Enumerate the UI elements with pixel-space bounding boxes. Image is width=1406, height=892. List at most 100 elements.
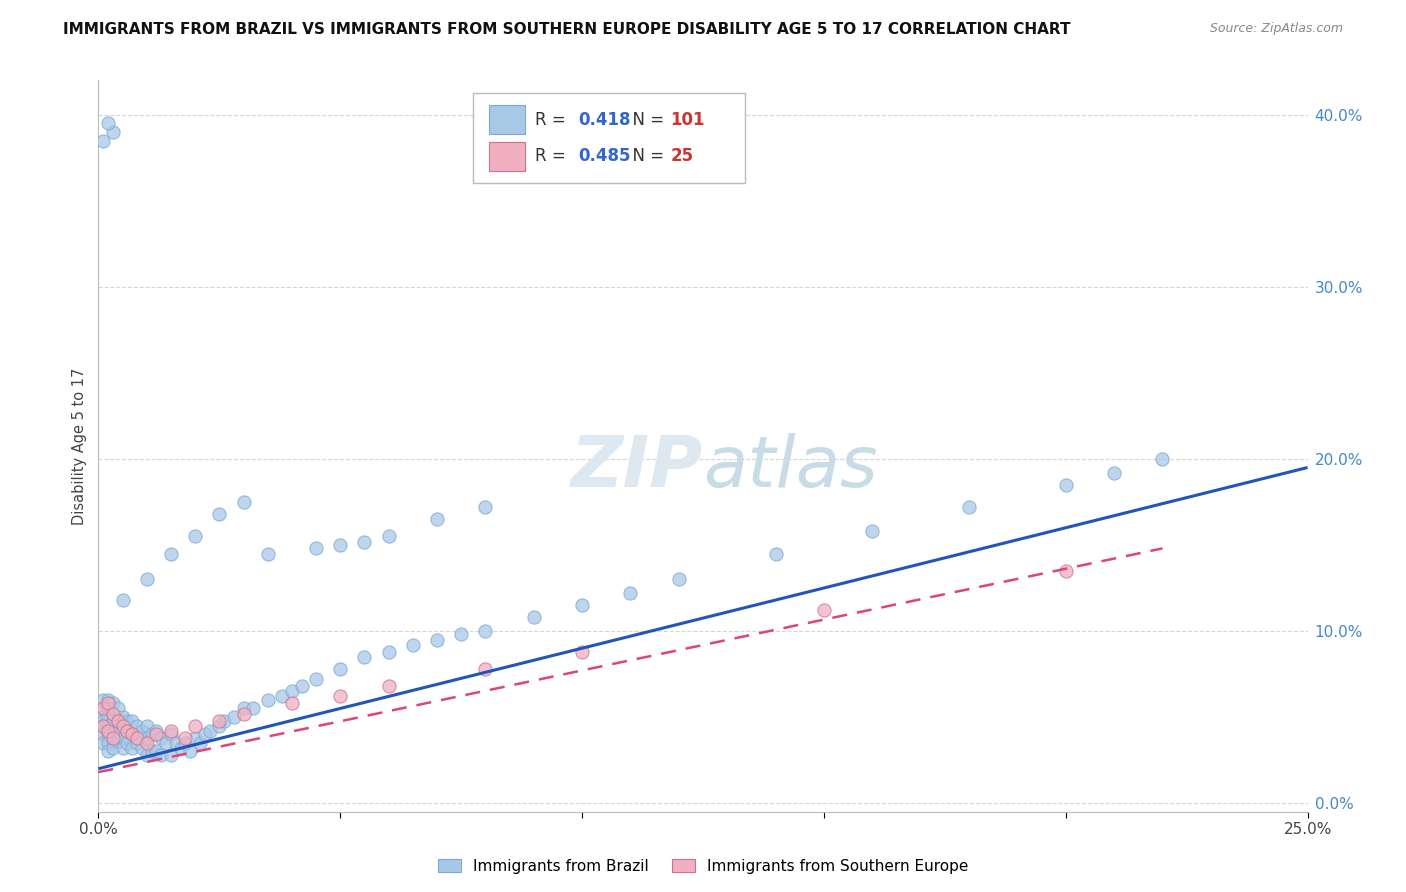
- Point: [101, 734, 124, 748]
- Point: [135, 573, 157, 587]
- Point: [184, 529, 207, 543]
- Point: [111, 719, 134, 733]
- Point: [97, 744, 120, 758]
- Point: [571, 598, 593, 612]
- Point: [91, 727, 114, 741]
- Point: [97, 727, 120, 741]
- Point: [1102, 466, 1125, 480]
- Point: [107, 734, 129, 748]
- Point: [111, 719, 134, 733]
- Point: [619, 586, 641, 600]
- Point: [208, 714, 231, 728]
- Point: [305, 672, 328, 686]
- Point: [571, 645, 593, 659]
- Point: [107, 714, 129, 728]
- Point: [765, 547, 787, 561]
- Point: [101, 741, 124, 756]
- Point: [97, 719, 120, 733]
- Point: [474, 624, 496, 638]
- Point: [150, 747, 173, 762]
- FancyBboxPatch shape: [474, 94, 745, 183]
- Point: [121, 714, 143, 728]
- Point: [222, 710, 245, 724]
- Point: [860, 524, 883, 539]
- Point: [256, 547, 278, 561]
- Point: [141, 727, 163, 741]
- Point: [1054, 564, 1077, 578]
- Point: [184, 731, 207, 745]
- Point: [174, 736, 197, 750]
- Point: [160, 727, 183, 741]
- Point: [145, 727, 167, 741]
- Point: [101, 731, 124, 745]
- Point: [450, 627, 472, 641]
- Text: N =: N =: [621, 111, 669, 129]
- Text: R =: R =: [534, 111, 571, 129]
- Point: [121, 727, 143, 741]
- Point: [1152, 451, 1174, 466]
- Point: [305, 541, 328, 556]
- Point: [174, 731, 197, 745]
- Point: [127, 736, 149, 750]
- Point: [97, 693, 120, 707]
- Text: 0.418: 0.418: [578, 111, 631, 129]
- Point: [426, 512, 449, 526]
- Point: [208, 719, 231, 733]
- Text: 0.485: 0.485: [578, 147, 631, 165]
- Point: [111, 741, 134, 756]
- Point: [127, 731, 149, 745]
- Point: [329, 538, 352, 552]
- Point: [111, 731, 134, 745]
- Point: [271, 690, 294, 704]
- Point: [474, 662, 496, 676]
- Point: [101, 125, 124, 139]
- Point: [208, 507, 231, 521]
- Point: [194, 727, 217, 741]
- Point: [329, 662, 352, 676]
- Point: [131, 741, 153, 756]
- Point: [232, 701, 254, 715]
- Point: [91, 736, 114, 750]
- Point: [150, 731, 173, 745]
- Point: [160, 547, 183, 561]
- Point: [135, 747, 157, 762]
- Point: [97, 710, 120, 724]
- Point: [127, 719, 149, 733]
- Point: [353, 534, 375, 549]
- Point: [145, 723, 167, 738]
- Point: [377, 645, 399, 659]
- Legend: Immigrants from Brazil, Immigrants from Southern Europe: Immigrants from Brazil, Immigrants from …: [432, 853, 974, 880]
- Point: [121, 727, 143, 741]
- Bar: [489, 105, 526, 134]
- Point: [145, 744, 167, 758]
- Point: [91, 714, 114, 728]
- Point: [91, 701, 114, 715]
- Point: [91, 710, 114, 724]
- Point: [188, 736, 211, 750]
- Point: [1054, 477, 1077, 491]
- Point: [232, 495, 254, 509]
- Point: [101, 714, 124, 728]
- Point: [97, 723, 120, 738]
- Point: [377, 529, 399, 543]
- Point: [117, 736, 139, 750]
- Point: [184, 719, 207, 733]
- Point: [121, 741, 143, 756]
- Point: [523, 610, 546, 624]
- Point: [107, 701, 129, 715]
- Point: [813, 603, 835, 617]
- Point: [111, 593, 134, 607]
- Point: [97, 696, 120, 710]
- Point: [281, 684, 304, 698]
- Point: [101, 696, 124, 710]
- Point: [91, 701, 114, 715]
- Point: [111, 710, 134, 724]
- Point: [160, 747, 183, 762]
- Point: [353, 649, 375, 664]
- Text: 101: 101: [671, 111, 704, 129]
- Point: [169, 741, 191, 756]
- Point: [155, 736, 177, 750]
- Y-axis label: Disability Age 5 to 17: Disability Age 5 to 17: [72, 368, 87, 524]
- Text: IMMIGRANTS FROM BRAZIL VS IMMIGRANTS FROM SOUTHERN EUROPE DISABILITY AGE 5 TO 17: IMMIGRANTS FROM BRAZIL VS IMMIGRANTS FRO…: [63, 22, 1071, 37]
- Point: [212, 714, 235, 728]
